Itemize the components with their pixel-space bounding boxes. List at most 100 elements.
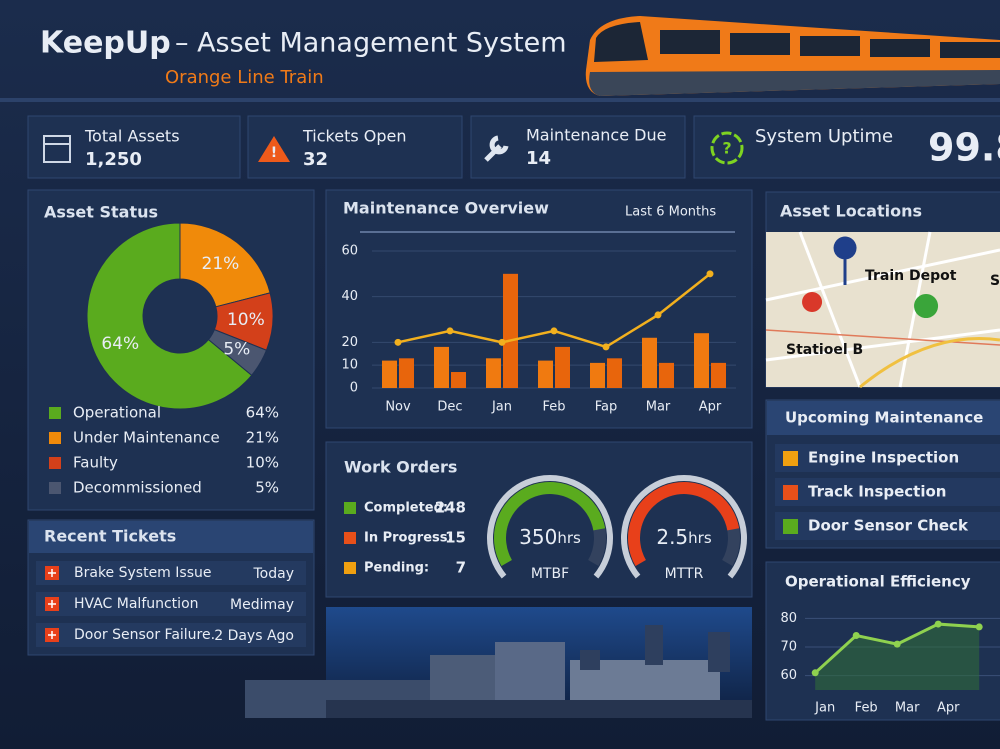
- bar: [451, 372, 466, 388]
- status-swatch: [344, 562, 356, 574]
- legend-swatch: [49, 407, 61, 419]
- svg-text:?: ?: [722, 139, 731, 158]
- point: [852, 632, 860, 640]
- area: [815, 624, 980, 690]
- x-tick-label: Feb: [542, 400, 565, 415]
- brand: KeepUp: [40, 26, 171, 61]
- ticket-icon-plus: [48, 631, 56, 639]
- x-tick-label: Apr: [937, 701, 960, 716]
- building-illustration: [245, 625, 752, 718]
- row-bg: [36, 561, 306, 585]
- row-bg: [775, 512, 1000, 540]
- bar: [555, 346, 570, 388]
- subtitle: Orange Line Train: [165, 67, 324, 88]
- kpi-value: 14: [526, 148, 551, 169]
- gauge-value: 350hrs: [519, 525, 581, 549]
- gauge-arc: [628, 482, 740, 566]
- y-tick-label: 60: [341, 244, 358, 259]
- bar: [538, 360, 553, 388]
- map-pin: [802, 236, 939, 318]
- panel-title: Asset Status: [44, 203, 158, 222]
- status-swatch: [344, 502, 356, 514]
- gauge-arc: [494, 482, 606, 566]
- item-label: Track Inspection: [808, 483, 946, 501]
- bar: [659, 362, 674, 388]
- kpi-value: 99.8: [928, 126, 1000, 170]
- status-value: 248: [435, 499, 466, 517]
- panel-header: [29, 521, 313, 553]
- maintenance-panel: [325, 189, 753, 429]
- row-bg: [775, 478, 1000, 506]
- gauge-value: 2.5hrs: [656, 525, 711, 549]
- bar: [503, 273, 518, 388]
- item-swatch: [783, 451, 798, 466]
- legend-label: Under Maintenance: [73, 429, 220, 447]
- panel-title: Asset Locations: [780, 202, 922, 221]
- train-illustration: [585, 16, 1000, 96]
- status-label: Completed:: [364, 501, 448, 516]
- legend-label: Operational: [73, 404, 161, 422]
- y-tick-label: 40: [341, 289, 358, 304]
- map-label: Statioel B: [786, 342, 863, 358]
- legend-swatch: [49, 482, 61, 494]
- trend-point: [498, 338, 506, 346]
- x-tick-label: Mar: [895, 701, 920, 716]
- trend-point: [654, 311, 662, 319]
- data-label: 10%: [227, 310, 265, 330]
- gauge-number: 350: [519, 525, 557, 549]
- ticket-time: 2 Days Ago: [214, 628, 294, 644]
- trend-point: [706, 270, 714, 278]
- panel-title: Operational Efficiency: [785, 573, 971, 591]
- point: [975, 623, 983, 631]
- legend-label: Faulty: [73, 454, 118, 472]
- legend-label: Decommissioned: [73, 479, 202, 497]
- gauge-unit: hrs: [557, 529, 581, 547]
- x-tick-label: Fap: [595, 400, 618, 415]
- point: [811, 669, 819, 677]
- trend-point: [394, 338, 402, 346]
- y-tick-label: 70: [780, 640, 797, 655]
- y-tick-label: 0: [350, 381, 358, 396]
- legend-value: 21%: [246, 429, 279, 447]
- kpi-value: 32: [303, 149, 328, 170]
- panel-title: Recent Tickets: [44, 527, 176, 546]
- legend-value: 5%: [255, 479, 279, 497]
- bar: [711, 362, 726, 388]
- point: [893, 640, 901, 648]
- panel-title: Upcoming Maintenance: [785, 409, 983, 427]
- kpi-label: Tickets Open: [302, 127, 407, 146]
- ticket-title: Door Sensor Failure.: [74, 627, 215, 643]
- svg-text:!: !: [271, 145, 277, 161]
- kpi-icon: ! ?: [43, 131, 744, 165]
- data-label: 21%: [202, 254, 240, 274]
- gauge-rim: [487, 475, 613, 579]
- row-bg: [36, 592, 306, 616]
- panel-header: [767, 401, 1000, 435]
- kpi-label: System Uptime: [755, 126, 893, 147]
- item-label: Door Sensor Check: [808, 517, 969, 535]
- data-label: 5%: [223, 340, 250, 360]
- x-tick-label: Feb: [855, 701, 878, 716]
- data-label: 64%: [101, 334, 139, 354]
- x-tick-label: Mar: [646, 400, 671, 415]
- map-label: S: [990, 273, 1000, 289]
- y-tick-label: 10: [341, 358, 358, 373]
- status-value: 7: [456, 559, 466, 577]
- kpi-label: Total Assets: [84, 127, 180, 146]
- status-label: In Progress:: [364, 531, 453, 546]
- kpi-card: [27, 115, 241, 179]
- gauge-rim: [621, 475, 747, 579]
- status-swatch: [344, 532, 356, 544]
- ticket-icon-plus: [48, 600, 56, 608]
- panel-title: Maintenance Overview: [343, 199, 549, 218]
- donut-segment: [86, 222, 253, 410]
- ticket-title: HVAC Malfunction: [74, 596, 199, 612]
- bar: [486, 358, 501, 388]
- legend-swatch: [49, 432, 61, 444]
- kpi-card: [247, 115, 463, 179]
- y-tick-label: 60: [780, 668, 797, 683]
- status-value: 15: [445, 529, 466, 547]
- ticket-time: Today: [253, 566, 295, 582]
- y-tick-label: 20: [341, 335, 358, 350]
